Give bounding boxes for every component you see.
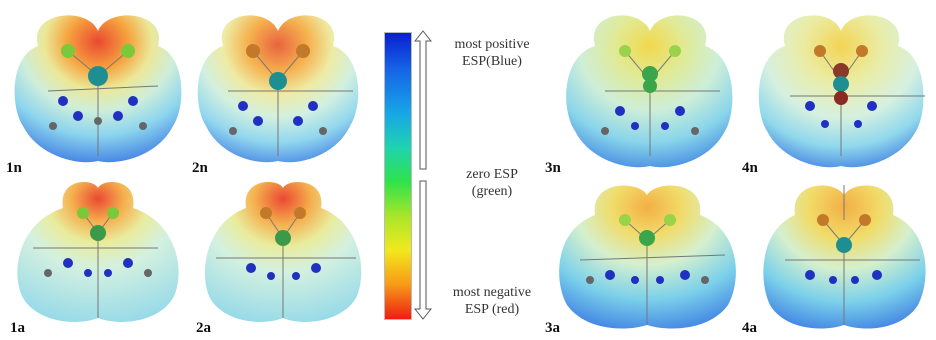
scale-bottom-label: most negative ESP (red) xyxy=(430,284,554,318)
panel-label-2n: 2n xyxy=(192,160,208,176)
scale-bottom-line1: most negative xyxy=(452,285,532,300)
panel-label-1n: 1n xyxy=(6,160,22,176)
panel-label-4n: 4n xyxy=(742,160,758,176)
esp-map-2a xyxy=(196,178,371,328)
scale-mid-label: zero ESP (green) xyxy=(436,166,548,200)
scale-top-label: most positive ESP(Blue) xyxy=(436,36,548,70)
scale-mid-line2: (green) xyxy=(471,184,513,199)
panel-label-3n: 3n xyxy=(545,160,561,176)
scale-mid-line1: zero ESP xyxy=(466,167,518,182)
up-arrow-icon xyxy=(414,30,432,170)
panel-label-3a: 3a xyxy=(545,320,560,336)
esp-map-4n xyxy=(750,6,932,171)
panel-label-2a: 2a xyxy=(196,320,211,336)
down-arrow-icon xyxy=(414,180,432,320)
scale-bottom-line2: ESP (red) xyxy=(464,302,520,317)
esp-color-scale xyxy=(384,32,412,320)
esp-map-1n xyxy=(8,6,188,166)
esp-map-3n xyxy=(555,6,745,171)
scale-top-line1: most positive xyxy=(454,37,530,52)
scale-top-line2: ESP(Blue) xyxy=(462,54,522,69)
esp-map-1a xyxy=(8,178,188,328)
panel-label-1a: 1a xyxy=(10,320,25,336)
esp-map-2n xyxy=(188,6,368,166)
esp-map-4a xyxy=(755,180,933,335)
panel-label-4a: 4a xyxy=(742,320,757,336)
esp-map-3a xyxy=(550,180,745,335)
